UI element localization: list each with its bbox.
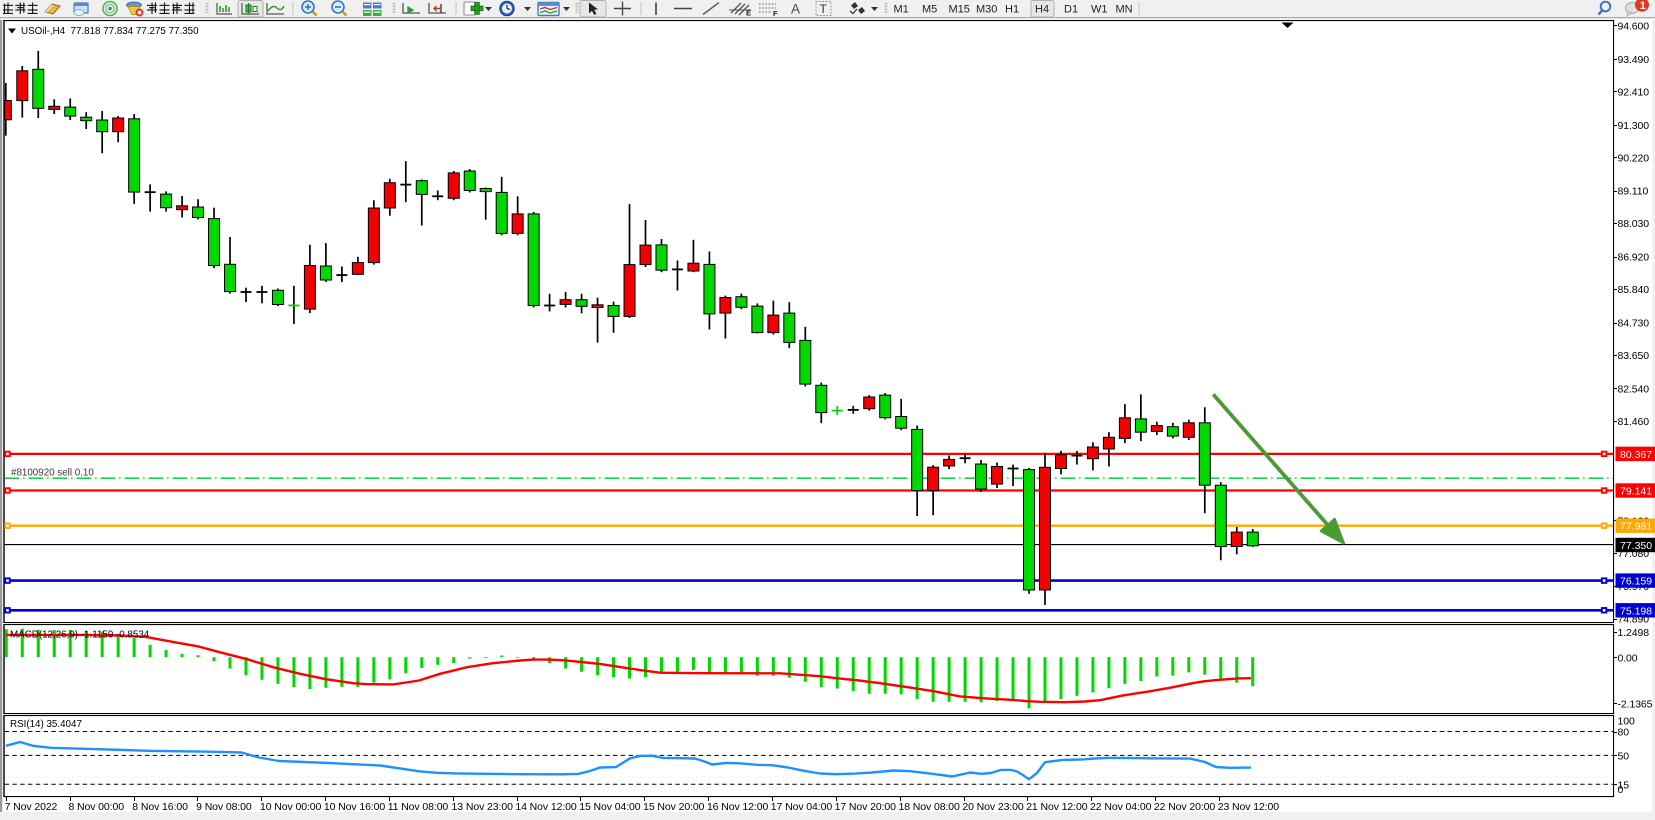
svg-text:1.2498: 1.2498: [1618, 627, 1650, 639]
svg-text:0: 0: [1618, 784, 1624, 796]
svg-text:23 Nov 12:00: 23 Nov 12:00: [1218, 801, 1280, 813]
svg-text:10 Nov 00:00: 10 Nov 00:00: [260, 801, 322, 813]
svg-text:11 Nov 08:00: 11 Nov 08:00: [388, 801, 449, 813]
svg-text:F: F: [773, 9, 778, 18]
svg-text:77.981: 77.981: [1620, 521, 1652, 533]
svg-text:15 Nov 04:00: 15 Nov 04:00: [579, 801, 641, 813]
svg-text:RSI(14) 35.4047: RSI(14) 35.4047: [10, 719, 82, 730]
svg-text:H4: H4: [1035, 4, 1049, 16]
svg-text:77.350: 77.350: [1620, 540, 1652, 552]
svg-text:8 Nov 16:00: 8 Nov 16:00: [132, 801, 188, 813]
svg-text:USOil-,H4 77.818 77.834 77.27: USOil-,H4 77.818 77.834 77.275 77.350: [21, 26, 199, 37]
svg-text:93.490: 93.490: [1618, 54, 1650, 66]
svg-text:10 Nov 16:00: 10 Nov 16:00: [324, 801, 386, 813]
svg-text:A: A: [791, 2, 800, 17]
svg-text:MACD(12,26,9) -1.1159 -0.8534: MACD(12,26,9) -1.1159 -0.8534: [10, 630, 150, 641]
svg-text:83.650: 83.650: [1618, 350, 1650, 362]
svg-text:85.840: 85.840: [1618, 284, 1650, 296]
svg-text:100: 100: [1618, 716, 1635, 728]
svg-text:M15: M15: [949, 4, 970, 16]
svg-text:#8100920 sell 0.10: #8100920 sell 0.10: [11, 468, 94, 479]
svg-text:17 Nov 04:00: 17 Nov 04:00: [771, 801, 833, 813]
svg-text:W1: W1: [1091, 4, 1108, 16]
svg-text:91.300: 91.300: [1618, 120, 1650, 132]
svg-text:16 Nov 12:00: 16 Nov 12:00: [707, 801, 769, 813]
svg-text:81.460: 81.460: [1618, 416, 1650, 428]
svg-text:88.030: 88.030: [1618, 218, 1650, 230]
svg-text:M1: M1: [894, 4, 909, 16]
svg-text:86.920: 86.920: [1618, 252, 1650, 264]
svg-text:90.220: 90.220: [1618, 152, 1650, 164]
svg-text:20 Nov 23:00: 20 Nov 23:00: [962, 801, 1024, 813]
svg-text:14 Nov 12:00: 14 Nov 12:00: [515, 801, 577, 813]
svg-text:80: 80: [1618, 727, 1630, 739]
svg-text:75.198: 75.198: [1620, 605, 1652, 617]
svg-text:22 Nov 20:00: 22 Nov 20:00: [1154, 801, 1216, 813]
svg-text:M30: M30: [976, 4, 997, 16]
svg-text:E: E: [746, 9, 751, 18]
svg-text:13 Nov 23:00: 13 Nov 23:00: [452, 801, 514, 813]
svg-text:84.730: 84.730: [1618, 318, 1650, 330]
svg-text:1: 1: [1640, 0, 1646, 12]
svg-text:80.367: 80.367: [1620, 449, 1652, 461]
svg-text:0.00: 0.00: [1618, 652, 1638, 664]
svg-text:82.540: 82.540: [1618, 383, 1650, 395]
svg-text:T: T: [820, 2, 828, 16]
svg-text:22 Nov 04:00: 22 Nov 04:00: [1090, 801, 1152, 813]
svg-text:-2.1365: -2.1365: [1618, 698, 1653, 710]
svg-text:D1: D1: [1064, 4, 1078, 16]
svg-text:18 Nov 08:00: 18 Nov 08:00: [899, 801, 961, 813]
svg-text:8 Nov 00:00: 8 Nov 00:00: [68, 801, 124, 813]
svg-text:50: 50: [1618, 750, 1630, 762]
svg-text:89.110: 89.110: [1618, 186, 1649, 198]
svg-text:17 Nov 20:00: 17 Nov 20:00: [835, 801, 897, 813]
svg-text:M5: M5: [922, 4, 937, 16]
svg-text:76.159: 76.159: [1620, 576, 1652, 588]
svg-text:92.410: 92.410: [1618, 86, 1650, 98]
svg-text:15: 15: [1618, 779, 1630, 791]
svg-text:15 Nov 20:00: 15 Nov 20:00: [643, 801, 705, 813]
svg-text:9 Nov 08:00: 9 Nov 08:00: [196, 801, 252, 813]
svg-text:94.600: 94.600: [1618, 20, 1650, 32]
svg-text:MN: MN: [1116, 4, 1133, 16]
svg-text:7 Nov 2022: 7 Nov 2022: [5, 801, 58, 813]
svg-text:21 Nov 12:00: 21 Nov 12:00: [1026, 801, 1088, 813]
svg-text:H1: H1: [1005, 4, 1019, 16]
svg-text:79.141: 79.141: [1620, 486, 1652, 498]
